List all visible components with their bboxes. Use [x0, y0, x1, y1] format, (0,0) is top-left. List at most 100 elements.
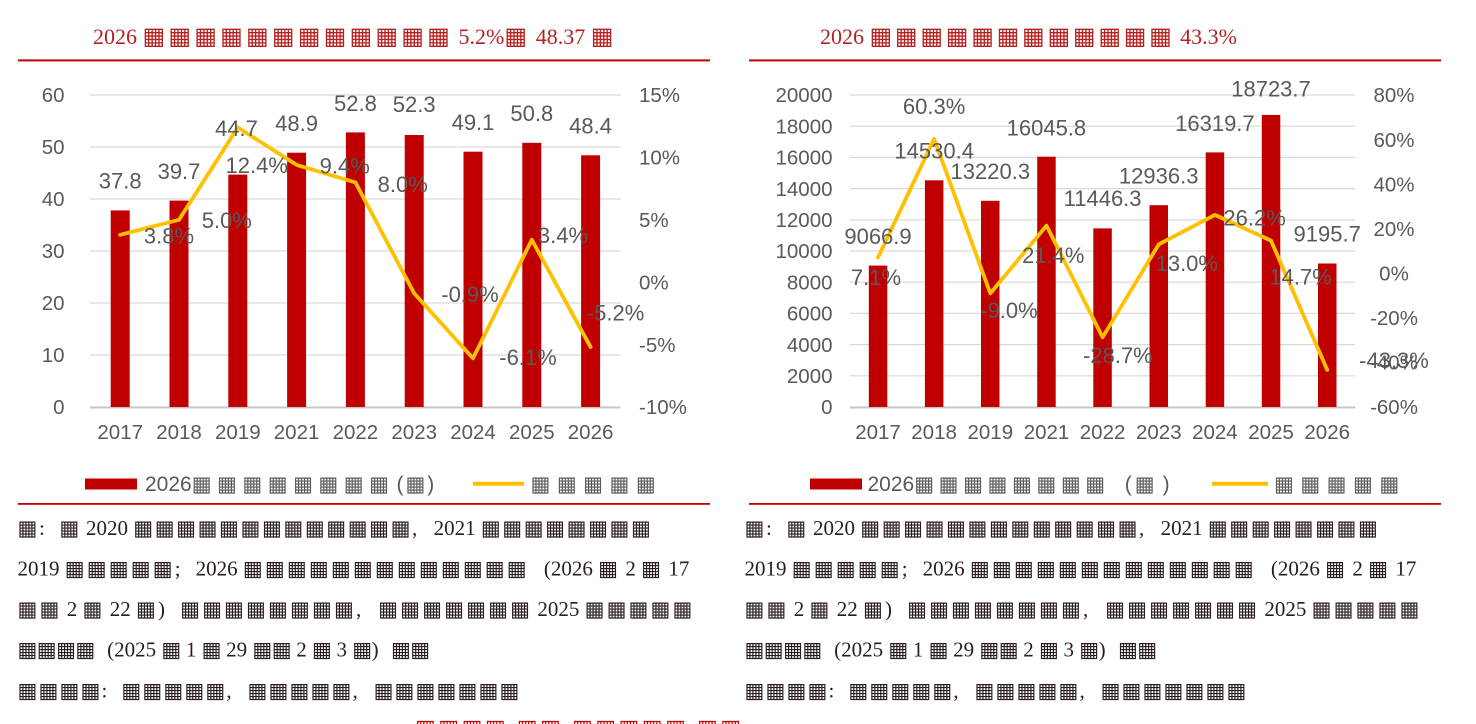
- svg-text:40: 40: [42, 188, 65, 211]
- svg-text:50.8: 50.8: [510, 101, 553, 126]
- svg-text:48.9: 48.9: [275, 111, 318, 136]
- svg-text:18000: 18000: [775, 115, 832, 138]
- svg-text:2021: 2021: [1024, 421, 1070, 444]
- svg-text:12000: 12000: [775, 209, 832, 232]
- svg-text:2026: 2026: [568, 421, 614, 444]
- svg-text:20000: 20000: [775, 84, 832, 107]
- svg-text:14530.4: 14530.4: [894, 138, 974, 163]
- svg-text:9195.7: 9195.7: [1294, 222, 1361, 247]
- svg-text:16319.7: 16319.7: [1175, 111, 1255, 136]
- svg-text:18723.7: 18723.7: [1231, 77, 1311, 102]
- svg-text:2023: 2023: [391, 421, 437, 444]
- svg-text:2026▦▦▦▦▦▦▦▦(▦): 2026▦▦▦▦▦▦▦▦(▦): [868, 473, 1170, 496]
- svg-text:20: 20: [42, 292, 65, 315]
- svg-text:10%: 10%: [639, 147, 680, 170]
- svg-text:2026▦▦▦▦▦▦▦▦(▦): 2026▦▦▦▦▦▦▦▦(▦): [145, 473, 434, 496]
- svg-text:48.4: 48.4: [569, 114, 612, 139]
- svg-text:11446.3: 11446.3: [1064, 186, 1142, 211]
- svg-text:5.0%: 5.0%: [202, 208, 252, 233]
- svg-text:2023: 2023: [1136, 421, 1182, 444]
- svg-text:2019: 2019: [215, 421, 261, 444]
- svg-text:30: 30: [42, 240, 65, 263]
- svg-text:▦:▦ 2020 ▦▦▦▦▦▦▦▦▦▦▦▦▦,2021 ▦▦: ▦:▦ 2020 ▦▦▦▦▦▦▦▦▦▦▦▦▦,2021 ▦▦▦▦▦▦▦▦: [745, 516, 1380, 540]
- svg-text:2024: 2024: [450, 421, 496, 444]
- svg-text:2026 ▦▦▦▦▦▦▦▦▦▦▦▦ 5.2%▦ 48.37: 2026 ▦▦▦▦▦▦▦▦▦▦▦▦ 5.2%▦ 48.37 ▦: [93, 23, 613, 50]
- svg-text:-0.9%: -0.9%: [441, 282, 498, 307]
- svg-text:80%: 80%: [1373, 84, 1414, 107]
- svg-text:20%: 20%: [1373, 218, 1414, 241]
- svg-text:16000: 16000: [775, 147, 832, 170]
- svg-text:-60%: -60%: [1370, 396, 1418, 419]
- svg-text:12.4%: 12.4%: [226, 153, 288, 178]
- svg-text:39.7: 39.7: [158, 159, 201, 184]
- svg-text:▦▦▦▦ ▦▦ ▦▦▦▦▦ ▦▦: ▦▦▦▦ ▦▦ ▦▦▦▦▦ ▦▦: [415, 715, 744, 724]
- svg-text:2017: 2017: [855, 421, 901, 444]
- svg-text:2019 ▦▦▦▦▦;2026 ▦▦▦▦▦▦▦▦▦▦▦▦▦(: 2019 ▦▦▦▦▦;2026 ▦▦▦▦▦▦▦▦▦▦▦▦▦ (2026 ▦ 2 ▦…: [18, 556, 690, 580]
- svg-text:2018: 2018: [156, 421, 202, 444]
- svg-text:2026: 2026: [1304, 421, 1350, 444]
- svg-text:37.8: 37.8: [99, 168, 142, 193]
- svg-text:60: 60: [42, 84, 65, 107]
- svg-text:13220.3: 13220.3: [951, 159, 1031, 184]
- svg-text:0%: 0%: [639, 271, 669, 294]
- svg-text:0: 0: [821, 396, 832, 419]
- svg-text:15%: 15%: [639, 84, 680, 107]
- svg-text:60%: 60%: [1373, 129, 1414, 152]
- svg-text:2026 ▦▦▦▦▦▦▦▦▦▦▦▦ 43.3%: 2026 ▦▦▦▦▦▦▦▦▦▦▦▦ 43.3%: [820, 23, 1237, 50]
- svg-text:▦▦▦▦▦: ▦▦▦▦▦: [531, 473, 663, 496]
- svg-text:26.2%: 26.2%: [1223, 205, 1285, 230]
- svg-text:-10%: -10%: [639, 396, 687, 419]
- svg-text:-40%: -40%: [1370, 352, 1418, 375]
- svg-text:44.7: 44.7: [215, 116, 258, 141]
- svg-text:2017: 2017: [97, 421, 143, 444]
- svg-text:2025: 2025: [1248, 421, 1294, 444]
- svg-text:▦▦ 2 ▦ 22 ▦)▦▦▦▦▦▦▦▦,▦▦▦▦▦▦▦ 2: ▦▦ 2 ▦ 22 ▦)▦▦▦▦▦▦▦▦,▦▦▦▦▦▦▦ 2025 ▦▦▦▦▦: [745, 597, 1422, 621]
- svg-text:21.4%: 21.4%: [1022, 243, 1084, 268]
- svg-text:10: 10: [42, 344, 65, 367]
- svg-text:3.8%: 3.8%: [144, 224, 194, 249]
- svg-text:12936.3: 12936.3: [1119, 164, 1199, 189]
- svg-text:-5.2%: -5.2%: [587, 301, 644, 326]
- svg-text:2021: 2021: [274, 421, 320, 444]
- svg-text:13.0%: 13.0%: [1156, 251, 1218, 276]
- svg-text:52.3: 52.3: [393, 92, 436, 117]
- svg-text:-28.7%: -28.7%: [1083, 343, 1153, 368]
- svg-text:-9.0%: -9.0%: [980, 298, 1037, 323]
- svg-text:49.1: 49.1: [452, 110, 495, 135]
- svg-text:▦▦ 2 ▦ 22 ▦)▦▦▦▦▦▦▦▦,▦▦▦▦▦▦▦ 2: ▦▦ 2 ▦ 22 ▦)▦▦▦▦▦▦▦▦,▦▦▦▦▦▦▦ 2025 ▦▦▦▦▦: [18, 597, 695, 621]
- svg-text:0: 0: [53, 396, 64, 419]
- svg-text:16045.8: 16045.8: [1007, 116, 1087, 141]
- svg-text:-43.3%: -43.3%: [1359, 348, 1429, 373]
- svg-text:3.4%: 3.4%: [538, 223, 588, 248]
- svg-text:9.4%: 9.4%: [320, 153, 370, 178]
- svg-text:2022: 2022: [1080, 421, 1126, 444]
- svg-text:10000: 10000: [775, 240, 832, 263]
- svg-text:▦▦▦▦(2025 ▦ 1 ▦ 29 ▦▦ 2 ▦ 3 ▦): ▦▦▦▦ (2025 ▦ 1 ▦ 29 ▦▦ 2 ▦ 3 ▦)▦▦: [745, 638, 1157, 662]
- svg-text:14.7%: 14.7%: [1269, 264, 1331, 289]
- svg-text:-6.1%: -6.1%: [499, 345, 556, 370]
- svg-text:9066.9: 9066.9: [844, 224, 911, 249]
- svg-text:▦▦▦▦(2025 ▦ 1 ▦ 29 ▦▦ 2 ▦ 3 ▦): ▦▦▦▦ (2025 ▦ 1 ▦ 29 ▦▦ 2 ▦ 3 ▦)▦▦: [18, 638, 430, 662]
- svg-text:8000: 8000: [787, 271, 833, 294]
- svg-text:50: 50: [42, 136, 65, 159]
- svg-text:▦▦▦▦:▦▦▦▦▦,▦▦▦▦▦,▦▦▦▦▦▦▦: ▦▦▦▦:▦▦▦▦▦,▦▦▦▦▦,▦▦▦▦▦▦▦: [745, 678, 1248, 702]
- svg-text:14000: 14000: [775, 178, 832, 201]
- svg-text:8.0%: 8.0%: [378, 172, 428, 197]
- svg-text:-5%: -5%: [639, 334, 675, 357]
- svg-text:2018: 2018: [911, 421, 957, 444]
- svg-text:0%: 0%: [1379, 263, 1409, 286]
- svg-text:▦:▦ 2020 ▦▦▦▦▦▦▦▦▦▦▦▦▦,2021 ▦▦: ▦:▦ 2020 ▦▦▦▦▦▦▦▦▦▦▦▦▦,2021 ▦▦▦▦▦▦▦▦: [18, 516, 653, 540]
- svg-text:2019 ▦▦▦▦▦;2026 ▦▦▦▦▦▦▦▦▦▦▦▦▦(: 2019 ▦▦▦▦▦;2026 ▦▦▦▦▦▦▦▦▦▦▦▦▦ (2026 ▦ 2 ▦…: [745, 556, 1417, 580]
- svg-text:5%: 5%: [639, 209, 669, 232]
- svg-text:2025: 2025: [509, 421, 555, 444]
- svg-text:▦▦▦▦:▦▦▦▦▦,▦▦▦▦▦,▦▦▦▦▦▦▦: ▦▦▦▦:▦▦▦▦▦,▦▦▦▦▦,▦▦▦▦▦▦▦: [18, 678, 521, 702]
- svg-text:-20%: -20%: [1370, 307, 1418, 330]
- svg-text:52.8: 52.8: [334, 91, 377, 116]
- svg-text:2022: 2022: [333, 421, 379, 444]
- svg-text:▦▦▦▦▦: ▦▦▦▦▦: [1274, 473, 1406, 496]
- svg-text:60.3%: 60.3%: [903, 94, 965, 119]
- svg-text:2024: 2024: [1192, 421, 1238, 444]
- svg-text:4000: 4000: [787, 334, 833, 357]
- svg-text:6000: 6000: [787, 303, 833, 326]
- svg-text:7.1%: 7.1%: [851, 265, 901, 290]
